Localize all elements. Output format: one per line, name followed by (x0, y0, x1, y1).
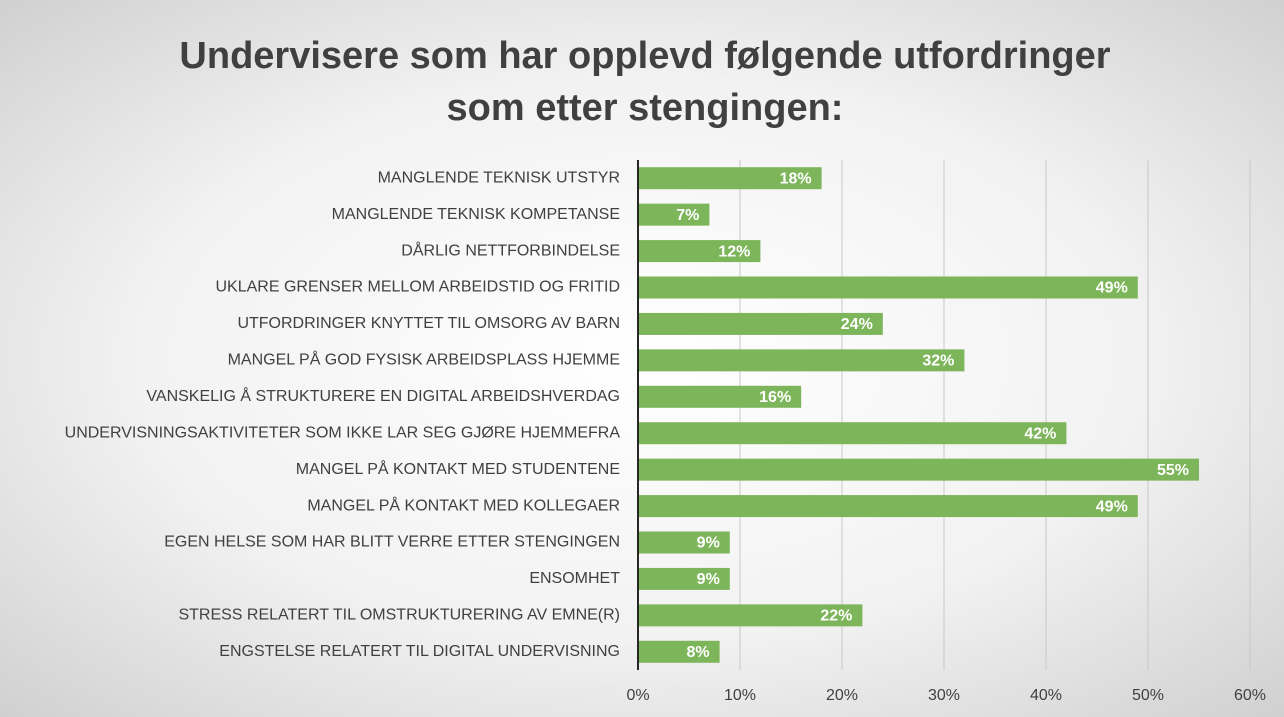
x-tick-label: 40% (1030, 687, 1062, 704)
x-tick-label: 60% (1234, 687, 1266, 704)
bar (638, 312, 883, 335)
x-tick-label: 50% (1132, 687, 1164, 704)
y-tick-label: VANSKELIG Å STRUKTURERE EN DIGITAL ARBEI… (146, 386, 620, 405)
bar (638, 240, 761, 263)
x-tick-label: 10% (724, 687, 756, 704)
bar (638, 640, 720, 663)
bar (638, 167, 822, 190)
data-label: 49% (1096, 498, 1128, 515)
bar (638, 604, 863, 627)
data-label: 7% (676, 207, 699, 224)
bar (638, 531, 730, 554)
bar (638, 349, 965, 372)
y-tick-label: MANGEL PÅ GOD FYSISK ARBEIDSPLASS HJEMME (228, 350, 620, 369)
y-tick-label: EGEN HELSE SOM HAR BLITT VERRE ETTER STE… (164, 534, 620, 551)
chart-title: Undervisere som har opplevd følgende utf… (179, 35, 1111, 129)
y-tick-label: STRESS RELATERT TIL OMSTRUKTURERING AV E… (178, 607, 620, 624)
x-tick-label: 0% (626, 687, 649, 704)
y-tick-label: ENGSTELSE RELATERT TIL DIGITAL UNDERVISN… (219, 643, 620, 660)
data-label: 49% (1096, 280, 1128, 297)
data-label: 42% (1024, 425, 1056, 442)
y-tick-label: UNDERVISNINGSAKTIVITETER SOM IKKE LAR SE… (65, 424, 621, 441)
data-label: 24% (841, 316, 873, 333)
data-label: 12% (718, 243, 750, 260)
bar (638, 422, 1067, 445)
data-label: 16% (759, 389, 791, 406)
data-label: 22% (820, 608, 852, 625)
bar (638, 203, 710, 226)
y-tick-label: ENSOMHET (529, 570, 620, 587)
y-tick-label: MANGLENDE TEKNISK KOMPETANSE (332, 206, 620, 223)
data-label: 18% (780, 170, 812, 187)
data-label: 55% (1157, 462, 1189, 479)
data-label: 32% (922, 353, 954, 370)
bar (638, 276, 1138, 299)
y-tick-label: UTFORDRINGER KNYTTET TIL OMSORG AV BARN (237, 315, 620, 332)
bar (638, 567, 730, 590)
bar (638, 385, 802, 408)
bar (638, 458, 1199, 481)
y-tick-label: UKLARE GRENSER MELLOM ARBEIDSTID OG FRIT… (215, 279, 620, 296)
data-label: 9% (697, 571, 720, 588)
y-tick-label: MANGEL PÅ KONTAKT MED STUDENTENE (296, 459, 620, 478)
x-tick-label: 20% (826, 687, 858, 704)
y-tick-label: MANGEL PÅ KONTAKT MED KOLLEGAER (307, 495, 620, 514)
data-label: 9% (697, 535, 720, 552)
x-tick-label: 30% (928, 687, 960, 704)
y-tick-label: MANGLENDE TEKNISK UTSTYR (378, 169, 620, 186)
bar (638, 495, 1138, 518)
data-label: 8% (686, 644, 709, 661)
y-tick-label: DÅRLIG NETTFORBINDELSE (401, 240, 620, 259)
